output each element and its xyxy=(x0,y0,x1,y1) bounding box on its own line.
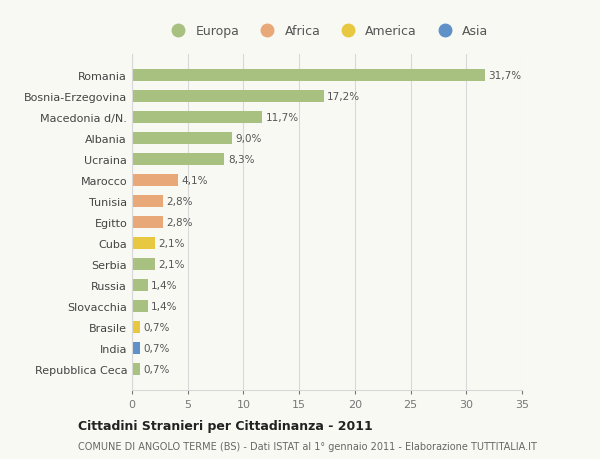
Text: 0,7%: 0,7% xyxy=(143,364,170,374)
Bar xyxy=(132,154,224,166)
Text: 1,4%: 1,4% xyxy=(151,302,178,311)
Bar xyxy=(132,196,163,207)
Bar xyxy=(132,238,155,249)
Bar xyxy=(132,364,140,375)
Text: 2,1%: 2,1% xyxy=(159,239,185,248)
Bar xyxy=(132,259,155,270)
Bar xyxy=(132,112,262,123)
Text: COMUNE DI ANGOLO TERME (BS) - Dati ISTAT al 1° gennaio 2011 - Elaborazione TUTTI: COMUNE DI ANGOLO TERME (BS) - Dati ISTAT… xyxy=(78,441,537,451)
Text: 2,8%: 2,8% xyxy=(167,218,193,228)
Text: 4,1%: 4,1% xyxy=(181,176,208,186)
Bar xyxy=(132,70,485,82)
Text: 2,8%: 2,8% xyxy=(167,197,193,207)
Text: 0,7%: 0,7% xyxy=(143,343,170,353)
Bar xyxy=(132,133,232,145)
Bar xyxy=(132,342,140,354)
Text: 11,7%: 11,7% xyxy=(266,113,299,123)
Text: 1,4%: 1,4% xyxy=(151,280,178,291)
Bar xyxy=(132,217,163,229)
Legend: Europa, Africa, America, Asia: Europa, Africa, America, Asia xyxy=(162,21,492,42)
Bar xyxy=(132,322,140,333)
Text: 2,1%: 2,1% xyxy=(159,259,185,269)
Bar xyxy=(132,280,148,291)
Text: 31,7%: 31,7% xyxy=(488,71,521,81)
Bar xyxy=(132,175,178,186)
Text: Cittadini Stranieri per Cittadinanza - 2011: Cittadini Stranieri per Cittadinanza - 2… xyxy=(78,419,373,432)
Bar xyxy=(132,301,148,312)
Text: 9,0%: 9,0% xyxy=(236,134,262,144)
Bar xyxy=(132,91,323,103)
Text: 8,3%: 8,3% xyxy=(228,155,254,165)
Text: 17,2%: 17,2% xyxy=(327,92,360,102)
Text: 0,7%: 0,7% xyxy=(143,322,170,332)
